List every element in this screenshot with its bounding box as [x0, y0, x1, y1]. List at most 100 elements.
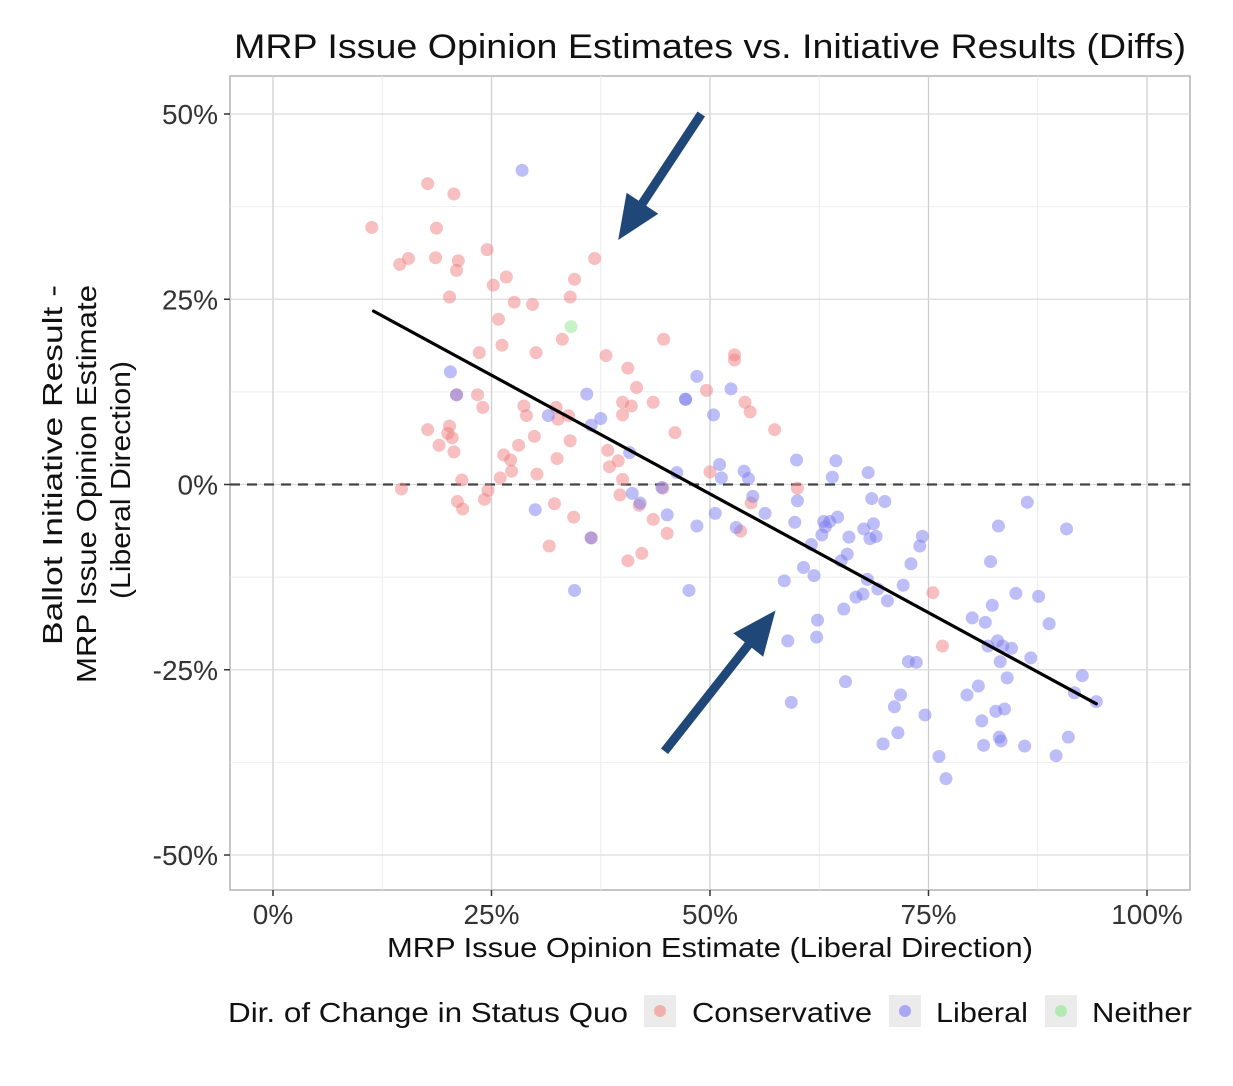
point-liberal: [706, 408, 720, 422]
point-liberal: [633, 496, 647, 510]
point-conservative: [635, 546, 649, 560]
point-conservative: [476, 400, 490, 414]
point-liberal: [1061, 730, 1075, 744]
point-liberal: [1075, 669, 1089, 683]
point-liberal: [807, 569, 821, 583]
point-liberal: [965, 611, 979, 625]
point-conservative: [935, 639, 949, 653]
point-conservative: [432, 438, 446, 452]
x-tick-labels: 0% 25% 50% 75% 100%: [253, 899, 1183, 930]
point-conservative: [512, 438, 526, 452]
point-conservative: [493, 471, 507, 485]
point-conservative: [563, 290, 577, 304]
point-conservative: [401, 251, 415, 265]
point-conservative: [657, 332, 671, 346]
point-conservative: [486, 278, 500, 292]
point-liberal: [878, 495, 892, 509]
point-conservative: [491, 312, 505, 326]
point-liberal: [660, 508, 674, 522]
point-conservative: [450, 263, 464, 277]
point-liberal: [896, 578, 910, 592]
point-liberal: [797, 560, 811, 574]
point-liberal: [984, 555, 998, 569]
point-conservative: [472, 346, 486, 360]
point-liberal: [932, 749, 946, 763]
point-liberal: [825, 470, 839, 484]
point-conservative: [588, 251, 602, 265]
point-liberal: [811, 613, 825, 627]
point-liberal: [975, 714, 989, 728]
point-conservative: [567, 510, 581, 524]
point-liberal: [788, 515, 802, 529]
point-conservative: [646, 395, 660, 409]
point-conservative: [616, 408, 630, 422]
point-liberal: [994, 734, 1008, 748]
legend-label-neither: Neither: [1092, 997, 1192, 1028]
legend-swatch-liberal: [899, 1005, 911, 1017]
annotation-arrow-1: [618, 111, 705, 240]
point-liberal: [1089, 695, 1103, 709]
y-tick-labels: 50% 25% 0% -25% -50%: [153, 99, 218, 871]
point-liberal: [991, 519, 1005, 533]
point-conservative: [529, 346, 543, 360]
point-conservative: [478, 492, 492, 506]
point-liberal: [781, 634, 795, 648]
point-conservative: [621, 554, 635, 568]
point-conservative: [443, 290, 457, 304]
point-conservative: [550, 452, 564, 466]
point-conservative: [790, 481, 804, 495]
point-conservative: [421, 423, 435, 437]
point-conservative: [429, 251, 443, 265]
point-liberal: [777, 574, 791, 588]
point-liberal: [891, 726, 905, 740]
point-liberal: [594, 412, 608, 426]
point-conservative: [727, 353, 741, 367]
point-conservative: [542, 539, 556, 553]
point-liberal: [869, 529, 883, 543]
point-liberal: [746, 489, 760, 503]
point-liberal: [810, 630, 824, 644]
x-tick-label: 0%: [253, 899, 293, 930]
legend-title: Dir. of Change in Status Quo: [228, 997, 628, 1028]
point-liberal: [625, 486, 639, 500]
legend: Dir. of Change in Status Quo Conservativ…: [228, 995, 1192, 1028]
point-neither: [564, 320, 578, 334]
point-liberal: [840, 547, 854, 561]
point-conservative: [365, 220, 379, 234]
point-liberal: [865, 492, 879, 506]
point-conservative: [526, 297, 540, 311]
point-conservative: [507, 295, 521, 309]
point-liberal: [758, 506, 772, 520]
point-liberal: [960, 688, 974, 702]
point-conservative: [738, 395, 752, 409]
point-liberal: [443, 365, 457, 379]
axis-ticks: [224, 113, 1148, 896]
point-liberal: [842, 530, 856, 544]
point-liberal: [880, 594, 894, 608]
x-axis-label: MRP Issue Opinion Estimate (Liberal Dire…: [387, 932, 1033, 963]
point-conservative: [613, 488, 627, 502]
point-liberal: [528, 503, 542, 517]
point-conservative: [555, 332, 569, 346]
point-liberal: [1032, 589, 1046, 603]
legend-label-conservative: Conservative: [692, 997, 872, 1028]
point-liberal: [977, 738, 991, 752]
point-liberal: [993, 655, 1007, 669]
point-liberal: [838, 675, 852, 689]
point-liberal: [1009, 586, 1023, 600]
regression-line: [371, 309, 1098, 706]
point-liberal: [857, 522, 871, 536]
y-tick-label: 0%: [178, 470, 218, 501]
point-conservative: [568, 272, 582, 286]
point-conservative: [429, 221, 443, 235]
point-conservative: [504, 453, 518, 467]
point-conservative: [495, 338, 509, 352]
x-tick-label: 75%: [900, 899, 956, 930]
point-liberal: [568, 583, 582, 597]
y-tick-label: -25%: [153, 655, 218, 686]
point-conservative: [480, 243, 494, 257]
point-liberal: [887, 700, 901, 714]
point-conservative: [668, 426, 682, 440]
y-tick-label: -50%: [153, 840, 218, 871]
